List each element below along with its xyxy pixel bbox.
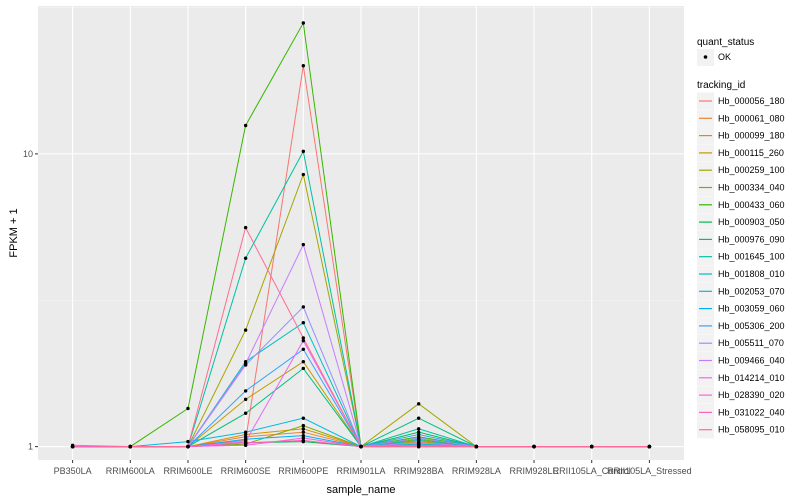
legend-series-label: Hb_000099_180	[718, 131, 785, 141]
data-point	[301, 336, 306, 340]
legend-series-label: Hb_058095_010	[718, 425, 785, 435]
legend-point-key	[703, 55, 708, 59]
y-tick-label: 10	[23, 149, 33, 159]
data-point	[243, 437, 248, 441]
data-point	[416, 432, 421, 437]
legend-series-label: Hb_000259_100	[718, 165, 785, 175]
data-point	[243, 225, 248, 230]
data-point	[301, 339, 306, 343]
x-tick-label: RRIM600PE	[278, 466, 328, 476]
x-tick-label: RRIM600LE	[163, 466, 212, 476]
legend-series-label: Hb_001645_100	[718, 252, 785, 262]
x-tick-label: RRIM928LA	[452, 466, 501, 476]
data-point	[243, 411, 248, 415]
legend-series-label: Hb_005511_070	[718, 338, 784, 348]
data-point	[532, 444, 536, 449]
legend-series-label: Hb_000056_180	[718, 96, 785, 106]
legend-series-label: Hb_002053_070	[718, 286, 785, 296]
x-tick-label: RRIM600SE	[221, 466, 271, 476]
legend-series-label: Hb_000976_090	[718, 234, 785, 244]
data-point	[359, 444, 363, 449]
x-tick-label: RRII105LA_Stressed	[607, 466, 692, 476]
data-point	[416, 441, 421, 445]
data-point	[301, 242, 306, 247]
data-point	[301, 433, 306, 438]
data-point	[301, 416, 306, 420]
data-point	[474, 444, 479, 449]
data-point	[301, 305, 306, 309]
x-axis: PB350LA RRIM600LA RRIM600LE RRIM600SE RRIM60…	[54, 460, 692, 476]
data-point	[416, 416, 421, 420]
data-point	[186, 439, 190, 444]
data-point	[243, 435, 248, 439]
legend-color-title: tracking_id	[697, 80, 745, 91]
data-point	[301, 438, 306, 443]
data-point	[243, 123, 248, 128]
legend-series-label: Hb_000903_050	[718, 217, 785, 227]
data-point	[243, 256, 248, 260]
data-point	[301, 21, 306, 25]
data-point	[186, 406, 190, 411]
legend-shape-title: quant_status	[697, 37, 754, 48]
x-tick-label: RRIM901LA	[336, 466, 385, 476]
legend-series-label: Hb_014214_010	[718, 373, 785, 383]
grid-lines	[38, 6, 684, 460]
legend-series-label: Hb_003059_060	[718, 304, 785, 314]
y-axis-title: FPKM + 1	[8, 208, 20, 257]
data-point	[301, 149, 306, 154]
x-tick-label: RRII105LA_Control	[553, 466, 631, 476]
x-axis-title: sample_name	[326, 484, 395, 496]
data-point	[416, 402, 421, 406]
x-tick-label: PB350LA	[54, 466, 92, 476]
data-point	[243, 389, 248, 393]
data-point	[301, 430, 306, 434]
y-axis: 1 10	[23, 149, 38, 452]
data-point	[301, 436, 306, 440]
legend-series-label: Hb_000115_260	[718, 148, 784, 158]
data-point	[416, 427, 421, 431]
data-point	[416, 438, 421, 443]
data-point	[301, 321, 306, 325]
legend-shape-label: OK	[718, 52, 731, 62]
data-point	[243, 397, 248, 402]
x-tick-label: RRIM928LE	[510, 466, 559, 476]
legend: quant_status OK tracking_id Hb_000056_18…	[697, 37, 785, 439]
legend-series-label: Hb_000334_040	[718, 183, 785, 193]
legend-series-label: Hb_000433_060	[718, 200, 785, 210]
data-point	[301, 64, 306, 68]
legend-series-label: Hb_000061_080	[718, 113, 785, 123]
data-point	[301, 172, 306, 177]
data-point	[128, 444, 132, 449]
data-point	[301, 423, 306, 428]
legend-series-label: Hb_005306_200	[718, 321, 785, 331]
legend-series-label: Hb_001808_010	[718, 269, 785, 279]
legend-series-label: Hb_028390_020	[718, 390, 785, 400]
data-point	[243, 361, 248, 366]
data-point	[243, 443, 248, 448]
data-point	[301, 366, 306, 371]
data-point	[70, 443, 75, 448]
data-point	[301, 427, 306, 431]
x-tick-label: RRIM928BA	[394, 466, 444, 476]
x-tick-label: RRIM600LA	[106, 466, 155, 476]
data-point	[186, 444, 190, 449]
data-point	[416, 444, 421, 449]
legend-series-label: Hb_009466_040	[718, 356, 785, 366]
data-point	[243, 328, 248, 332]
data-point	[416, 436, 421, 440]
data-point	[301, 360, 306, 364]
data-point	[590, 444, 594, 449]
legend-series-label: Hb_031022_040	[718, 407, 785, 417]
data-point	[243, 441, 248, 445]
data-point	[301, 347, 306, 351]
data-point	[243, 430, 248, 434]
data-points	[70, 21, 652, 449]
data-point	[647, 444, 652, 449]
y-tick-label: 1	[28, 442, 33, 452]
